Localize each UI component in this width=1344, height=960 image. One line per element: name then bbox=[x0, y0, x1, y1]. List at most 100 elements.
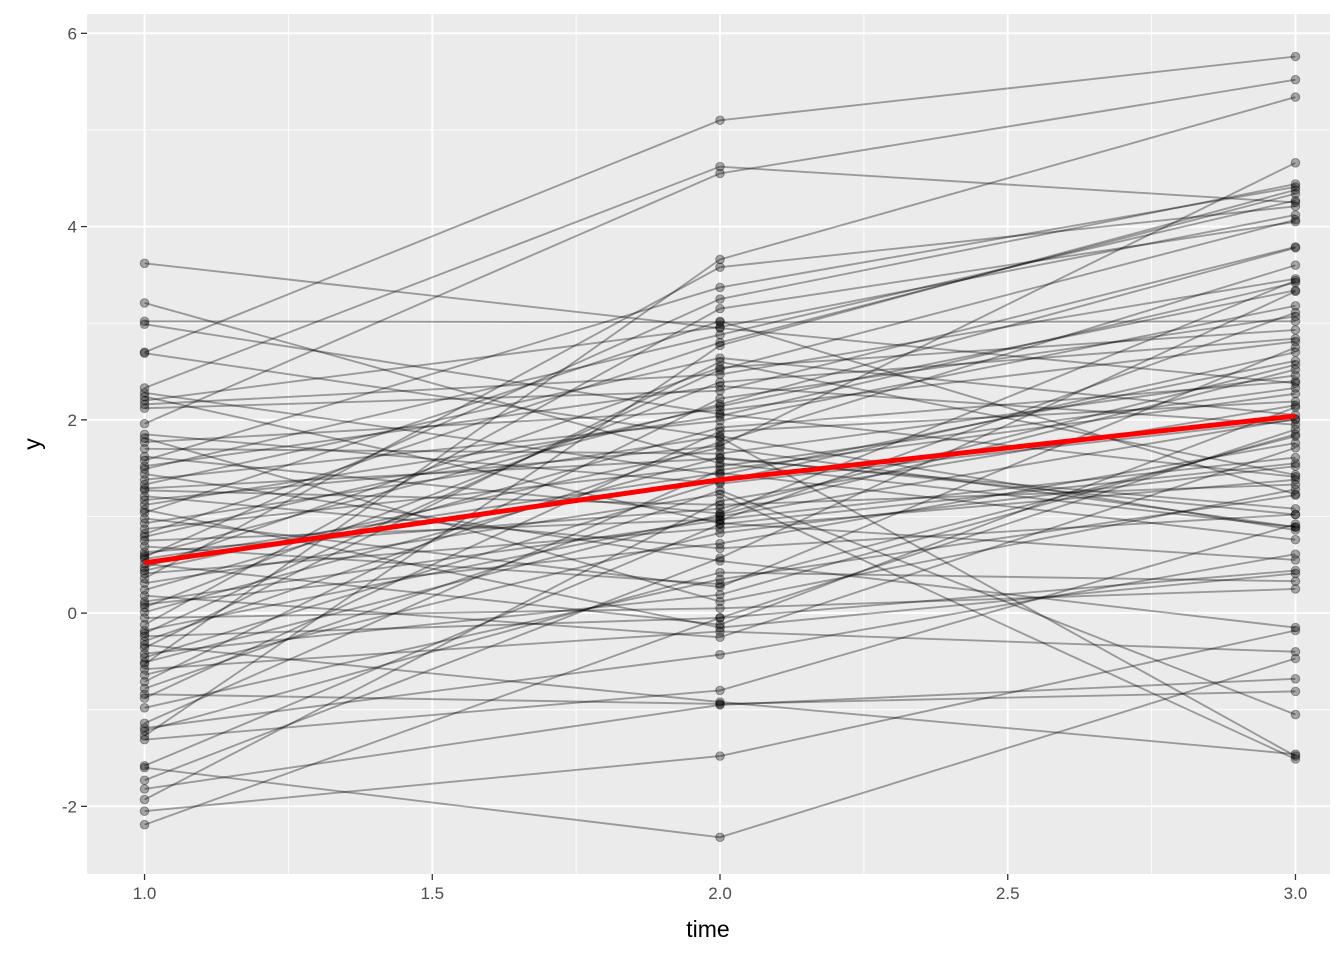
individual-line bbox=[144, 508, 1296, 629]
data-point bbox=[1290, 201, 1301, 212]
individual-series bbox=[139, 182, 1301, 466]
individual-series bbox=[139, 333, 1301, 613]
data-point bbox=[139, 319, 150, 329]
individual-series bbox=[139, 479, 1301, 510]
individual-series bbox=[139, 286, 1301, 786]
individual-line bbox=[144, 277, 1296, 406]
data-point bbox=[715, 515, 725, 526]
data-point bbox=[715, 511, 725, 522]
data-point bbox=[715, 613, 725, 623]
data-point bbox=[715, 523, 725, 533]
data-point bbox=[715, 357, 725, 367]
individual-series bbox=[139, 210, 1301, 406]
data-point bbox=[139, 347, 150, 358]
individual-line bbox=[144, 435, 1296, 531]
data-point bbox=[715, 323, 725, 333]
data-point bbox=[715, 432, 725, 443]
y-tick-label: 6 bbox=[68, 24, 77, 43]
individual-series bbox=[139, 686, 1301, 709]
data-point bbox=[139, 348, 150, 358]
data-point bbox=[139, 444, 150, 454]
data-point bbox=[139, 485, 150, 496]
data-point bbox=[1290, 424, 1301, 435]
individual-line bbox=[144, 357, 1296, 486]
individual-series bbox=[139, 474, 1301, 579]
data-point bbox=[1290, 197, 1301, 208]
data-point bbox=[139, 762, 150, 773]
data-point bbox=[139, 455, 150, 466]
data-point bbox=[715, 543, 725, 554]
data-point bbox=[1290, 275, 1301, 286]
individual-series bbox=[139, 260, 1301, 646]
individual-series bbox=[139, 364, 1301, 668]
data-point bbox=[139, 399, 150, 410]
data-point bbox=[715, 386, 725, 396]
data-point bbox=[139, 602, 150, 613]
data-point bbox=[715, 411, 725, 421]
individual-series bbox=[139, 458, 1301, 771]
x-tick-label: 2.0 bbox=[708, 884, 732, 903]
data-point bbox=[1290, 333, 1301, 344]
data-point bbox=[1290, 522, 1301, 532]
data-point bbox=[1290, 461, 1301, 472]
individual-line bbox=[144, 199, 1296, 471]
individual-line bbox=[144, 245, 1296, 410]
individual-series bbox=[139, 415, 1301, 489]
data-point bbox=[715, 340, 725, 351]
data-point bbox=[1290, 751, 1301, 761]
individual-series bbox=[139, 74, 1301, 429]
data-point bbox=[715, 751, 725, 761]
data-point bbox=[139, 702, 150, 713]
data-point bbox=[715, 422, 725, 433]
trend-line bbox=[144, 413, 1296, 566]
individual-series bbox=[139, 342, 1301, 592]
y-tick-label: 0 bbox=[68, 604, 77, 623]
individual-line bbox=[144, 218, 1296, 635]
data-point bbox=[715, 282, 725, 293]
y-axis: -2 0 2 4 6 bbox=[62, 24, 87, 816]
individual-series bbox=[139, 453, 1301, 514]
individual-series bbox=[139, 519, 1301, 745]
individual-line bbox=[144, 279, 1296, 515]
data-point bbox=[1290, 216, 1301, 227]
data-point bbox=[1290, 388, 1301, 399]
individual-series bbox=[139, 353, 1301, 490]
data-point bbox=[715, 362, 725, 373]
data-point bbox=[139, 573, 150, 584]
data-point bbox=[139, 585, 150, 595]
data-point bbox=[139, 636, 150, 646]
data-point bbox=[139, 298, 150, 308]
data-point bbox=[139, 504, 150, 515]
data-point bbox=[139, 531, 150, 542]
individual-series bbox=[139, 359, 1301, 558]
data-point bbox=[715, 518, 725, 529]
individual-series bbox=[139, 491, 1301, 554]
data-point bbox=[1290, 509, 1301, 520]
individual-line bbox=[144, 417, 1296, 632]
data-point bbox=[1290, 490, 1301, 501]
data-point bbox=[715, 437, 725, 447]
data-point bbox=[139, 731, 150, 741]
data-point bbox=[1290, 396, 1301, 407]
data-point bbox=[139, 429, 150, 440]
individual-line bbox=[144, 264, 1296, 643]
individual-series bbox=[139, 370, 1301, 459]
data-point bbox=[715, 579, 725, 589]
individual-series bbox=[139, 549, 1301, 733]
individual-series bbox=[139, 301, 1301, 485]
individual-series bbox=[139, 311, 1301, 687]
individual-series bbox=[139, 567, 1301, 736]
data-point bbox=[139, 483, 150, 494]
individual-line bbox=[144, 473, 1296, 629]
data-point bbox=[1290, 622, 1301, 633]
data-point bbox=[1290, 686, 1301, 697]
data-point bbox=[715, 508, 725, 519]
data-point bbox=[139, 391, 150, 402]
data-point bbox=[139, 541, 150, 552]
individual-series bbox=[139, 431, 1301, 589]
individual-line bbox=[144, 387, 1296, 530]
individual-line bbox=[144, 183, 1296, 558]
individual-line bbox=[144, 161, 1296, 501]
data-point bbox=[715, 364, 725, 375]
